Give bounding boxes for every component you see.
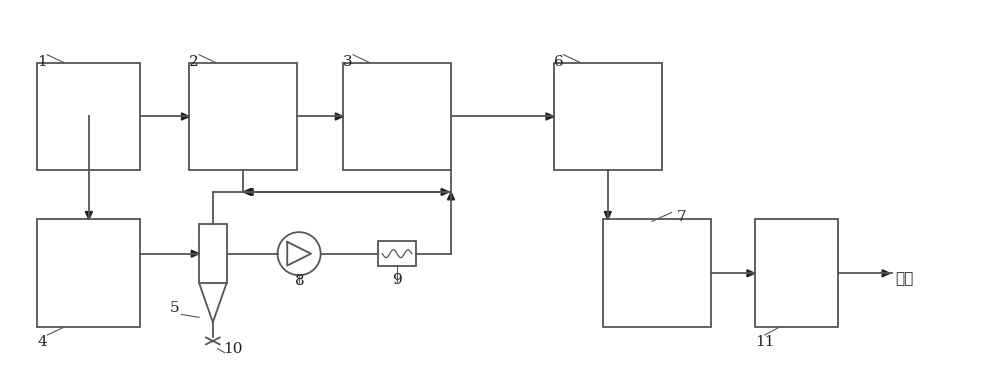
Polygon shape — [441, 188, 449, 196]
Bar — [199, 224, 227, 283]
Bar — [554, 63, 662, 171]
Text: 10: 10 — [223, 342, 242, 356]
Text: 6: 6 — [554, 55, 564, 69]
Text: 3: 3 — [343, 55, 353, 69]
Bar — [189, 63, 297, 171]
Bar — [343, 63, 451, 171]
Text: 7: 7 — [676, 210, 686, 224]
Text: 11: 11 — [755, 335, 774, 349]
Text: 大气: 大气 — [895, 271, 913, 286]
Polygon shape — [335, 113, 343, 120]
Polygon shape — [182, 113, 189, 120]
Polygon shape — [85, 211, 92, 219]
Polygon shape — [243, 188, 251, 196]
Polygon shape — [245, 188, 253, 196]
Text: 1: 1 — [37, 55, 47, 69]
Polygon shape — [546, 113, 554, 120]
Polygon shape — [191, 250, 199, 257]
Bar — [755, 219, 838, 327]
Text: 9: 9 — [393, 273, 403, 287]
Polygon shape — [604, 211, 611, 219]
Polygon shape — [447, 192, 455, 200]
Polygon shape — [747, 270, 755, 277]
Polygon shape — [882, 270, 890, 277]
Bar — [37, 63, 140, 171]
Bar — [603, 219, 711, 327]
Text: 5: 5 — [170, 301, 179, 315]
Text: 4: 4 — [37, 335, 47, 349]
Bar — [37, 219, 140, 327]
Text: 2: 2 — [189, 55, 199, 69]
Bar — [378, 241, 416, 266]
Text: 8: 8 — [295, 274, 305, 288]
